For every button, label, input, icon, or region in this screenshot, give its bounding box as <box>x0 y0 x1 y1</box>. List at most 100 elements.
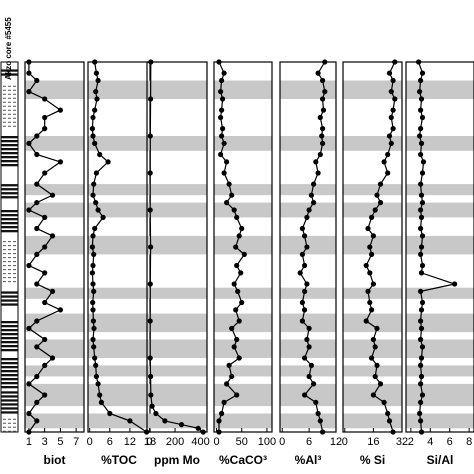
data-point <box>91 288 97 294</box>
core-column-frame <box>0 61 19 433</box>
shaded-band <box>147 287 207 299</box>
data-point <box>418 362 424 368</box>
data-point <box>34 399 40 405</box>
data-point <box>231 207 237 213</box>
core-dark-layer <box>1 295 18 298</box>
x-tick-label: 0 <box>146 436 152 448</box>
data-point <box>92 225 98 232</box>
panel-frame <box>146 61 208 433</box>
data-point <box>385 170 391 176</box>
core-label: Akzo core #5455 <box>4 17 13 80</box>
data-point <box>315 410 321 417</box>
shaded-band <box>25 413 84 429</box>
shaded-band <box>88 80 150 99</box>
data-point <box>234 262 240 269</box>
x-tick-label: 16 <box>367 436 379 448</box>
shaded-band <box>343 287 402 299</box>
panel-4: 0 50 100 %CaCO³ <box>213 59 276 467</box>
data-point <box>304 336 310 343</box>
data-point <box>302 233 308 239</box>
shaded-band <box>343 80 402 99</box>
data-point <box>372 344 378 350</box>
data-point <box>148 244 154 250</box>
data-point <box>238 270 244 276</box>
data-point <box>419 392 426 398</box>
shaded-band <box>214 365 272 377</box>
data-point <box>418 181 424 187</box>
core-dark-layer <box>1 188 18 191</box>
data-point <box>97 392 103 398</box>
data-point <box>97 151 103 158</box>
data-point <box>95 207 101 213</box>
x-tick-label: 200 <box>166 436 184 448</box>
core-dark-layer <box>1 321 18 324</box>
data-point <box>417 410 423 417</box>
data-point <box>42 214 48 220</box>
shaded-band <box>406 235 474 255</box>
data-point <box>226 181 232 187</box>
data-point <box>34 77 40 84</box>
data-point <box>417 133 423 139</box>
data-point <box>370 281 376 287</box>
shaded-band <box>25 313 84 333</box>
shaded-band <box>147 383 207 407</box>
shaded-band <box>214 80 272 99</box>
core-dark-layer <box>1 196 18 199</box>
data-point <box>236 233 242 239</box>
data-point <box>49 355 56 361</box>
core-dark-layer <box>1 144 18 147</box>
data-point <box>92 107 98 113</box>
data-point <box>26 325 32 331</box>
shaded-band <box>147 235 207 255</box>
x-tick-label: 5 <box>57 436 63 448</box>
data-point <box>34 133 40 139</box>
core-dark-layer <box>1 226 18 229</box>
x-tick-label: 2 <box>408 436 414 448</box>
shaded-band <box>280 313 336 333</box>
data-point <box>418 126 424 132</box>
shaded-band <box>214 184 272 196</box>
data-point <box>367 299 373 306</box>
data-point <box>34 225 40 232</box>
data-point <box>320 140 326 146</box>
x-axis-label: Si/Al <box>427 453 454 467</box>
data-point <box>363 262 369 269</box>
core-dark-layer <box>1 411 18 414</box>
data-point <box>93 70 99 76</box>
shaded-band <box>88 413 150 429</box>
data-point <box>34 418 40 424</box>
data-point <box>148 392 154 398</box>
shaded-band <box>88 339 150 358</box>
data-point <box>452 281 458 287</box>
data-point <box>226 362 232 368</box>
data-point <box>319 133 325 139</box>
data-point <box>418 325 425 331</box>
data-point <box>419 170 426 176</box>
data-point <box>306 325 312 331</box>
core-dark-layer <box>1 303 18 306</box>
data-point <box>420 159 427 165</box>
data-point <box>419 299 426 306</box>
data-point <box>221 70 227 76</box>
panel-frame <box>213 61 273 433</box>
x-tick-label: 8 <box>466 436 472 448</box>
data-point <box>369 307 375 313</box>
shaded-band <box>25 287 84 299</box>
data-point <box>372 373 378 380</box>
data-point <box>34 151 40 158</box>
x-tick-label: 32 <box>396 436 408 448</box>
data-point <box>377 181 384 187</box>
data-point <box>386 418 393 424</box>
core-dark-layer <box>1 148 18 151</box>
data-point <box>367 244 373 250</box>
data-point <box>320 96 326 102</box>
core-dark-layer <box>1 407 18 410</box>
panel-frame <box>24 61 85 433</box>
core-dark-layer <box>1 152 18 155</box>
core-dark-layer <box>1 374 18 377</box>
shaded-band <box>88 287 150 299</box>
panel-frame <box>405 61 474 433</box>
shaded-band <box>280 365 336 377</box>
data-point <box>233 244 239 250</box>
data-point <box>42 126 48 132</box>
